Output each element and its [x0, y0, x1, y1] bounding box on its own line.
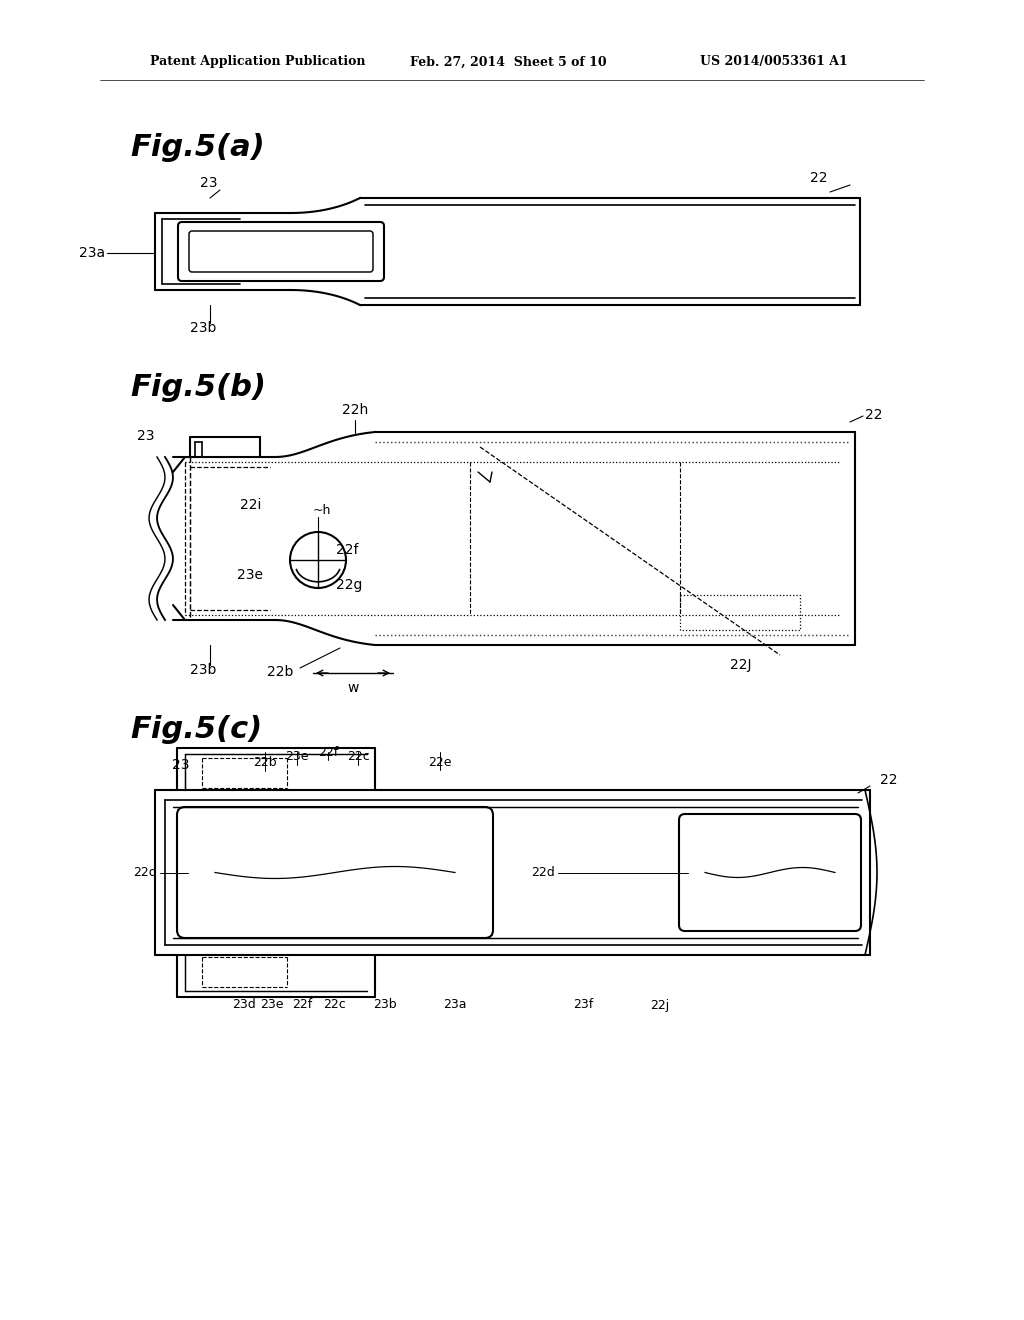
Bar	[680, 595, 800, 630]
Text: 23b: 23b	[190, 321, 216, 335]
Text: Fig.5(c): Fig.5(c)	[130, 715, 262, 744]
Text: 22b: 22b	[253, 756, 276, 770]
Text: 22i: 22i	[240, 498, 261, 512]
Text: 22J: 22J	[730, 657, 752, 672]
Text: 22d: 22d	[531, 866, 555, 879]
Text: 22g: 22g	[336, 578, 362, 591]
Text: 23e: 23e	[237, 568, 263, 582]
Text: 22c: 22c	[347, 751, 370, 763]
Text: 22d: 22d	[133, 866, 157, 879]
Text: US 2014/0053361 A1: US 2014/0053361 A1	[700, 55, 848, 69]
Text: 22f: 22f	[292, 998, 312, 1011]
Text: w: w	[347, 681, 358, 696]
Text: 22e: 22e	[428, 755, 452, 768]
Text: 23b: 23b	[373, 998, 397, 1011]
Text: 23f: 23f	[572, 998, 593, 1011]
Text: 23a: 23a	[79, 246, 105, 260]
Text: Fig.5(b): Fig.5(b)	[130, 374, 266, 403]
Text: 22c: 22c	[324, 998, 346, 1011]
Text: ~h: ~h	[313, 503, 332, 516]
Text: 22f: 22f	[336, 543, 358, 557]
Text: 22: 22	[810, 172, 827, 185]
Text: 23a: 23a	[443, 998, 467, 1011]
Text: Feb. 27, 2014  Sheet 5 of 10: Feb. 27, 2014 Sheet 5 of 10	[410, 55, 606, 69]
Text: 23e: 23e	[260, 998, 284, 1011]
Text: 22: 22	[880, 774, 897, 787]
Text: 23b: 23b	[190, 663, 216, 677]
Text: 23: 23	[137, 429, 155, 444]
Text: 23: 23	[200, 176, 217, 190]
Text: Patent Application Publication: Patent Application Publication	[150, 55, 366, 69]
Text: Fig.5(a): Fig.5(a)	[130, 133, 265, 162]
Text: 22j: 22j	[650, 998, 670, 1011]
Text: 23: 23	[172, 758, 189, 772]
Text: 22: 22	[865, 408, 883, 422]
Text: 22f: 22f	[317, 746, 338, 759]
Text: 22b: 22b	[267, 665, 293, 678]
Text: 23e: 23e	[286, 751, 309, 763]
Text: 23d: 23d	[232, 998, 256, 1011]
Text: 22h: 22h	[342, 403, 368, 417]
